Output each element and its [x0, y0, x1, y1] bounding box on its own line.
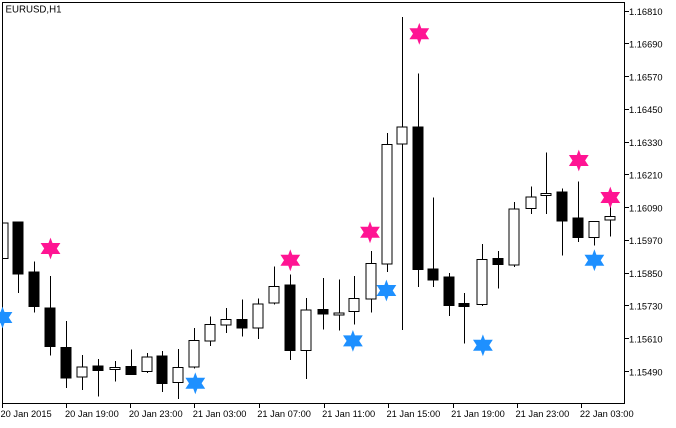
svg-text:1.16570: 1.16570 [629, 72, 663, 82]
svg-text:1.15850: 1.15850 [629, 269, 663, 279]
svg-text:21 Jan 07:00: 21 Jan 07:00 [257, 409, 311, 419]
svg-text:1.15970: 1.15970 [629, 236, 663, 246]
svg-text:EURUSD,H1: EURUSD,H1 [6, 5, 62, 16]
svg-text:20 Jan 2015: 20 Jan 2015 [1, 409, 52, 419]
svg-text:22 Jan 03:00: 22 Jan 03:00 [580, 409, 634, 419]
svg-text:1.16450: 1.16450 [629, 105, 663, 115]
svg-text:1.16690: 1.16690 [629, 40, 663, 50]
svg-text:1.16210: 1.16210 [629, 171, 663, 181]
svg-text:21 Jan 23:00: 21 Jan 23:00 [516, 409, 570, 419]
svg-text:20 Jan 23:00: 20 Jan 23:00 [129, 409, 183, 419]
svg-text:1.15490: 1.15490 [629, 367, 663, 377]
svg-text:1.16330: 1.16330 [629, 138, 663, 148]
svg-text:21 Jan 19:00: 21 Jan 19:00 [451, 409, 505, 419]
svg-text:20 Jan 19:00: 20 Jan 19:00 [65, 409, 119, 419]
svg-text:1.16090: 1.16090 [629, 204, 663, 214]
svg-text:1.15610: 1.15610 [629, 335, 663, 345]
svg-text:21 Jan 15:00: 21 Jan 15:00 [387, 409, 441, 419]
svg-text:1.16810: 1.16810 [629, 7, 663, 17]
svg-text:21 Jan 03:00: 21 Jan 03:00 [193, 409, 247, 419]
svg-text:21 Jan 11:00: 21 Jan 11:00 [322, 409, 375, 419]
svg-text:1.15730: 1.15730 [629, 302, 663, 312]
